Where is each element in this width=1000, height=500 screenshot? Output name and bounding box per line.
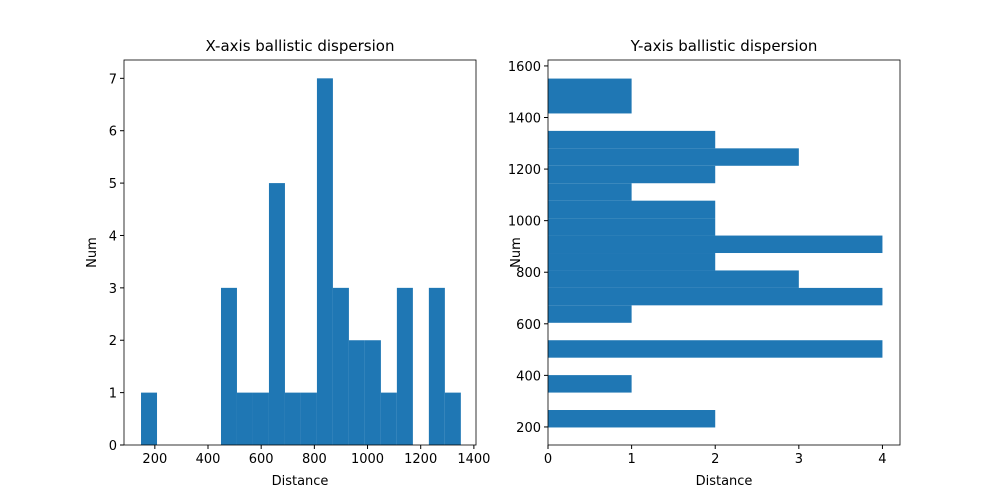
y-tick-label: 1 bbox=[109, 387, 117, 402]
chart-title: Y-axis ballistic dispersion bbox=[630, 37, 818, 55]
y-tick-label: 4 bbox=[109, 229, 117, 244]
bar bbox=[380, 392, 397, 445]
axes-frame bbox=[123, 59, 477, 446]
x-tick-label: 1400 bbox=[457, 452, 490, 467]
y-tick-label: 5 bbox=[109, 177, 117, 192]
y-tick-label: 3 bbox=[109, 282, 117, 297]
bar bbox=[548, 305, 632, 323]
bar bbox=[548, 95, 632, 114]
bar bbox=[300, 392, 317, 445]
bar bbox=[548, 375, 632, 393]
x-tick-label: 1200 bbox=[404, 452, 437, 467]
y-tick-label: 2 bbox=[109, 334, 117, 349]
x-tick-label: 1000 bbox=[351, 452, 384, 467]
bar bbox=[428, 287, 445, 445]
x-axis-label: Distance bbox=[272, 474, 329, 489]
y-tick-label: 0 bbox=[109, 439, 117, 454]
y-tick-label: 400 bbox=[516, 369, 541, 384]
bar bbox=[220, 287, 237, 445]
y-tick-label: 7 bbox=[109, 72, 117, 87]
bar bbox=[548, 165, 716, 184]
x-tick-label: 0 bbox=[544, 452, 552, 467]
bar bbox=[396, 287, 413, 445]
chart-title: X-axis ballistic dispersion bbox=[206, 37, 395, 55]
bar bbox=[548, 235, 883, 254]
bar bbox=[548, 148, 799, 166]
x-tick-label: 200 bbox=[142, 452, 167, 467]
x-tick-label: 1 bbox=[627, 452, 635, 467]
y-tick-label: 1400 bbox=[508, 112, 541, 127]
bar bbox=[332, 287, 349, 445]
bar bbox=[316, 78, 333, 445]
bar bbox=[548, 183, 632, 201]
bar bbox=[364, 340, 381, 445]
y-tick-label: 1000 bbox=[508, 215, 541, 230]
bar bbox=[548, 78, 632, 96]
bar bbox=[284, 392, 301, 445]
y-axis-label: Num bbox=[509, 237, 524, 268]
y-axis-label: Num bbox=[85, 237, 100, 268]
bar bbox=[548, 340, 883, 358]
y-tick-label: 1600 bbox=[508, 60, 541, 75]
y-tick-label: 1200 bbox=[508, 163, 541, 178]
bar bbox=[444, 392, 461, 445]
bar bbox=[548, 130, 716, 149]
x-tick-label: 3 bbox=[795, 452, 803, 467]
bar bbox=[548, 287, 883, 306]
bar bbox=[548, 200, 716, 219]
bar bbox=[348, 340, 365, 445]
bar bbox=[252, 392, 269, 445]
y-tick-label: 600 bbox=[516, 318, 541, 333]
y-tick-label: 200 bbox=[516, 421, 541, 436]
y-tick-label: 800 bbox=[516, 266, 541, 281]
bar bbox=[548, 218, 716, 236]
bar bbox=[548, 270, 799, 288]
x-axis-label: Distance bbox=[696, 474, 753, 489]
bar bbox=[141, 392, 158, 445]
x-tick-label: 400 bbox=[196, 452, 221, 467]
bar bbox=[548, 410, 716, 428]
bar bbox=[548, 253, 716, 271]
x-tick-label: 2 bbox=[711, 452, 719, 467]
x-tick-label: 4 bbox=[878, 452, 886, 467]
bar bbox=[236, 392, 253, 445]
bar bbox=[268, 183, 285, 445]
axes-frame bbox=[547, 59, 901, 446]
y-tick-label: 6 bbox=[109, 125, 117, 140]
x-tick-label: 800 bbox=[302, 452, 327, 467]
x-tick-label: 600 bbox=[249, 452, 274, 467]
